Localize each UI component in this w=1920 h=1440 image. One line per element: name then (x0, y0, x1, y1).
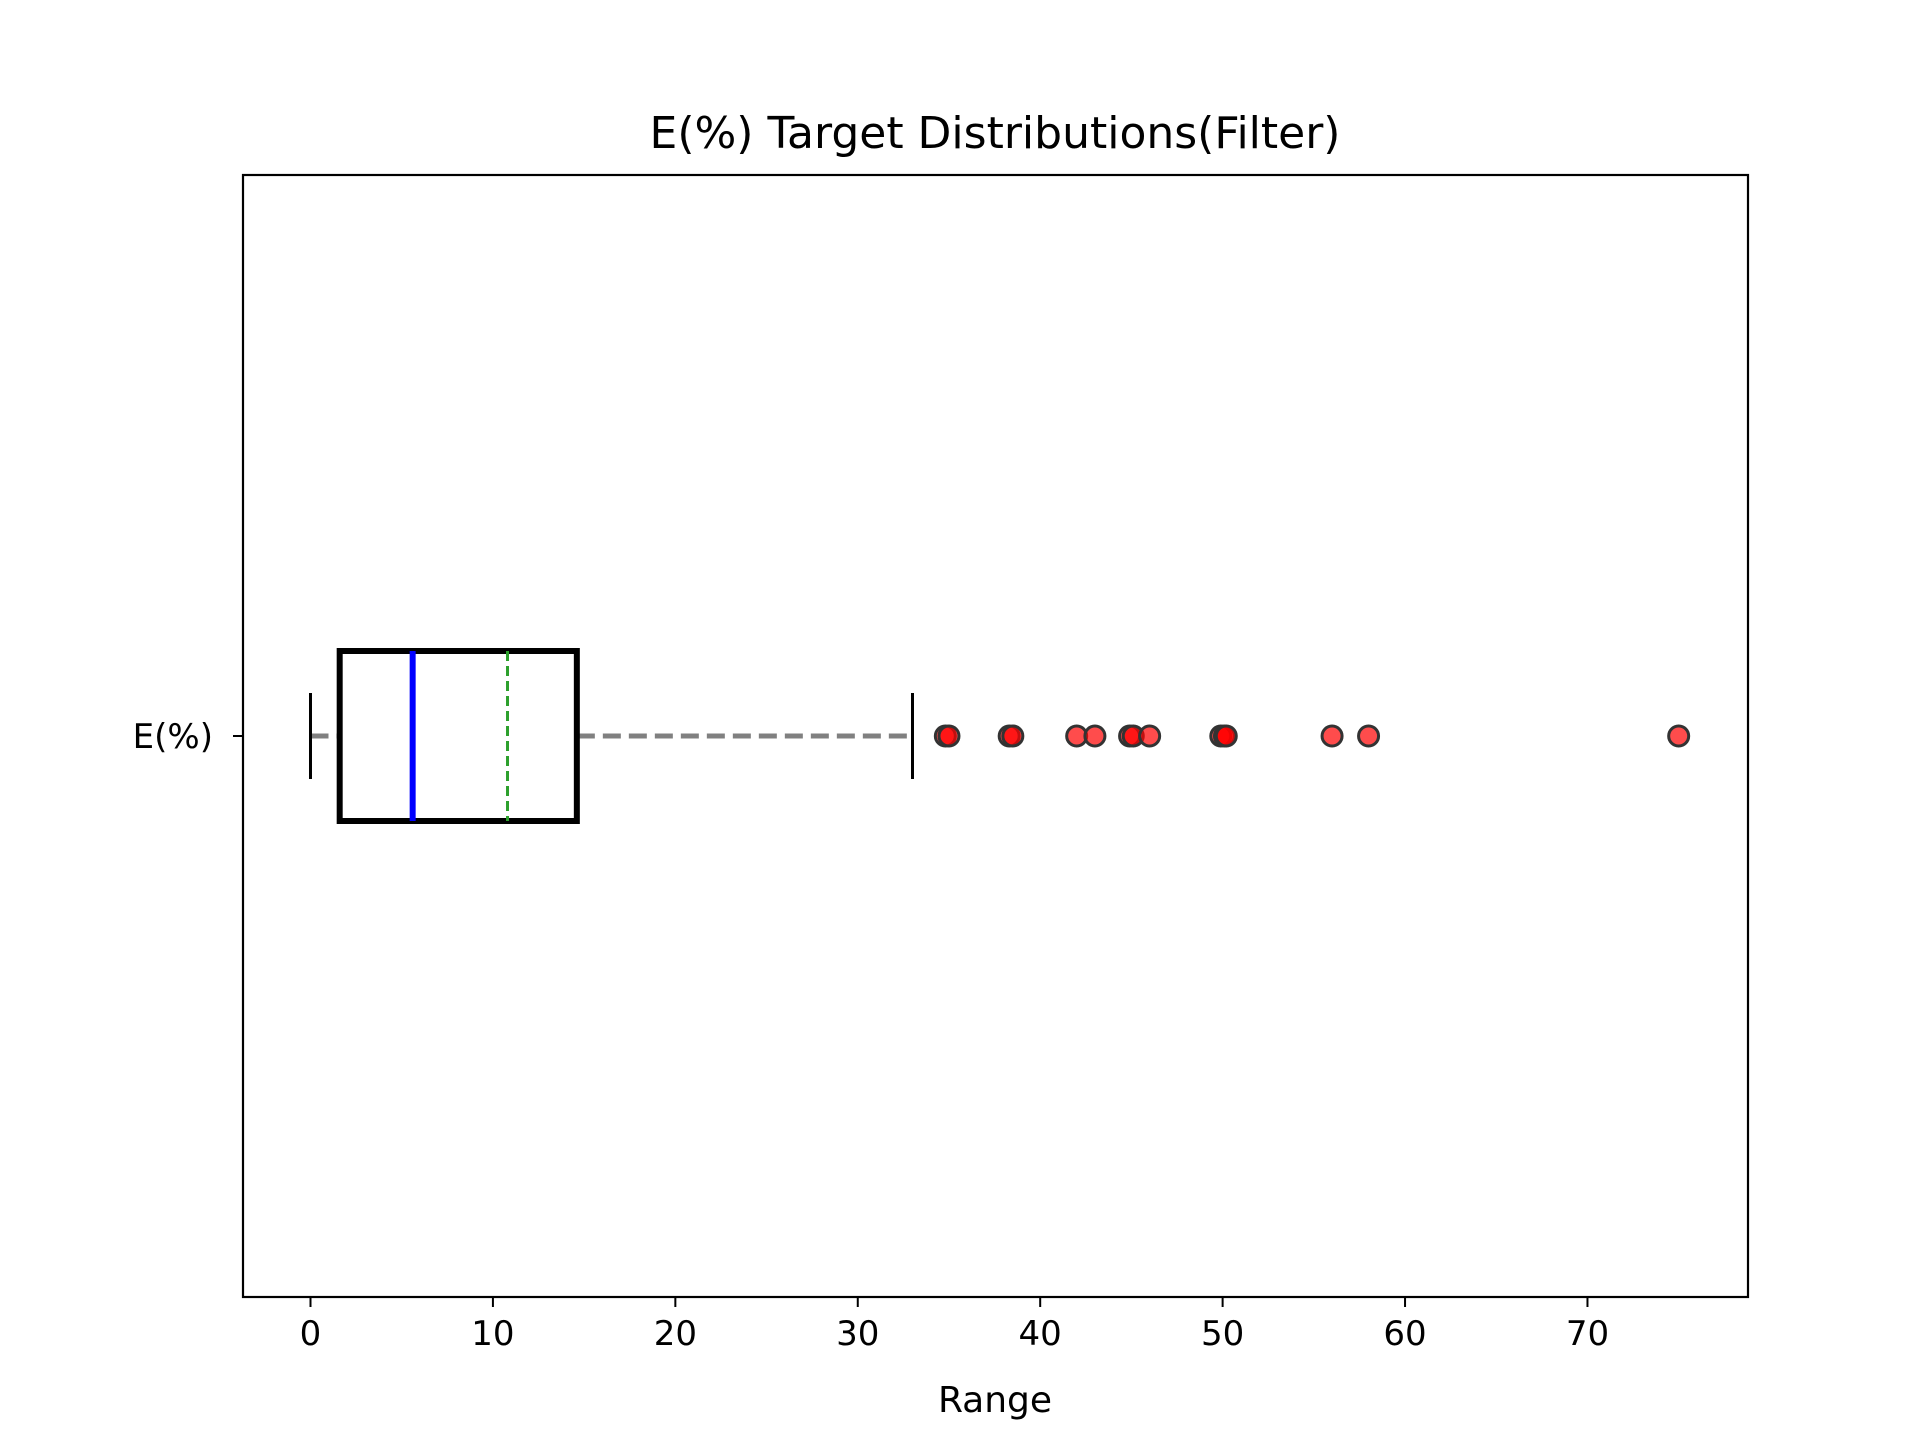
x-axis-label: Range (938, 1380, 1052, 1421)
plot-area (308, 648, 1691, 824)
x-tick-label: 70 (1566, 1314, 1609, 1354)
chart-title: E(%) Target Distributions(Filter) (650, 108, 1341, 159)
outlier-point (1138, 724, 1162, 748)
outlier-point (1357, 724, 1381, 748)
y-axis: E(%) (133, 717, 243, 757)
outlier-point (1214, 724, 1238, 748)
outlier-point (1001, 724, 1025, 748)
x-tick-label: 30 (836, 1314, 879, 1354)
x-tick-label: 10 (471, 1314, 514, 1354)
outlier-point (1667, 724, 1691, 748)
outlier-point (937, 724, 961, 748)
plot-frame (241, 173, 1750, 1299)
x-tick-label: 0 (300, 1314, 322, 1354)
x-tick-label: 60 (1383, 1314, 1426, 1354)
outlier-point (1083, 724, 1107, 748)
outlier-point (1320, 724, 1344, 748)
x-tick-label: 50 (1201, 1314, 1244, 1354)
y-tick-label: E(%) (133, 717, 213, 757)
iqr-box (336, 648, 580, 824)
x-tick-label: 20 (654, 1314, 697, 1354)
x-axis: 0 10 20 30 40 50 60 70 (300, 1297, 1609, 1354)
x-tick-label: 40 (1019, 1314, 1062, 1354)
